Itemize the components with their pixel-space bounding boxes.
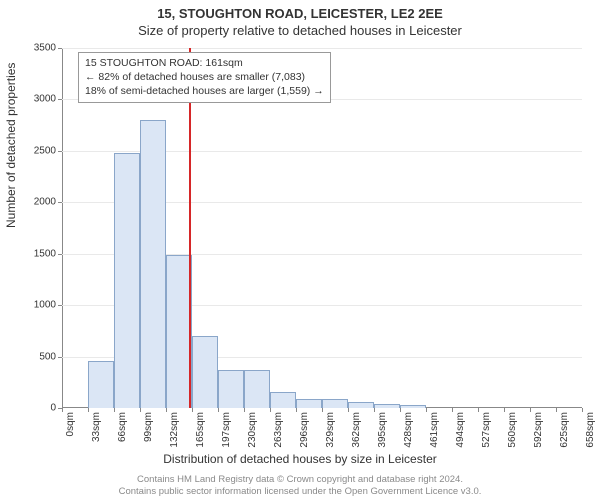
y-tick-label: 2500 — [34, 145, 56, 156]
histogram-bar — [244, 370, 270, 408]
x-tick-mark — [556, 408, 557, 412]
x-tick-mark — [530, 408, 531, 412]
chart-container: 15, STOUGHTON ROAD, LEICESTER, LE2 2EE S… — [0, 0, 600, 500]
histogram-bar — [140, 120, 166, 408]
histogram-bar — [114, 153, 140, 408]
y-tick-label: 1000 — [34, 300, 56, 311]
x-tick-label: 263sqm — [273, 412, 284, 448]
x-tick-mark — [140, 408, 141, 412]
x-tick-label: 428sqm — [403, 412, 414, 448]
x-tick-mark — [504, 408, 505, 412]
histogram-bar — [270, 392, 296, 408]
y-axis-label: Number of detached properties — [4, 63, 18, 228]
x-tick-label: 625sqm — [559, 412, 570, 448]
y-tick-label: 500 — [39, 351, 56, 362]
y-tick-mark — [58, 254, 62, 255]
annotation-box: 15 STOUGHTON ROAD: 161sqm ← 82% of detac… — [78, 52, 331, 103]
x-tick-label: 230sqm — [247, 412, 258, 448]
x-tick-label: 527sqm — [481, 412, 492, 448]
y-tick-mark — [58, 202, 62, 203]
x-tick-mark — [244, 408, 245, 412]
x-tick-mark — [296, 408, 297, 412]
footer-line2: Contains public sector information licen… — [0, 486, 600, 498]
y-axis-line — [62, 48, 63, 408]
y-tick-label: 0 — [50, 403, 56, 414]
x-tick-label: 66sqm — [117, 412, 128, 442]
histogram-bar — [192, 336, 218, 408]
title-main: 15, STOUGHTON ROAD, LEICESTER, LE2 2EE — [0, 0, 600, 21]
x-tick-label: 197sqm — [221, 412, 232, 448]
x-tick-mark — [218, 408, 219, 412]
x-tick-mark — [452, 408, 453, 412]
x-tick-label: 560sqm — [507, 412, 518, 448]
x-tick-label: 329sqm — [325, 412, 336, 448]
histogram-bar — [296, 399, 322, 408]
x-tick-label: 592sqm — [533, 412, 544, 448]
x-tick-label: 165sqm — [195, 412, 206, 448]
y-tick-label: 2000 — [34, 197, 56, 208]
x-tick-mark — [62, 408, 63, 412]
y-tick-mark — [58, 305, 62, 306]
x-tick-label: 362sqm — [351, 412, 362, 448]
x-tick-mark — [400, 408, 401, 412]
y-tick-label: 3000 — [34, 94, 56, 105]
y-tick-mark — [58, 151, 62, 152]
annotation-line2: ← 82% of detached houses are smaller (7,… — [85, 70, 324, 84]
footer-line1: Contains HM Land Registry data © Crown c… — [0, 474, 600, 486]
x-tick-mark — [348, 408, 349, 412]
x-tick-mark — [582, 408, 583, 412]
y-tick-label: 3500 — [34, 43, 56, 54]
x-tick-label: 99sqm — [143, 412, 154, 442]
histogram-bar — [400, 405, 426, 408]
x-tick-mark — [426, 408, 427, 412]
histogram-bar — [374, 404, 400, 408]
plot-area: 05001000150020002500300035000sqm33sqm66s… — [62, 48, 582, 408]
x-tick-label: 395sqm — [377, 412, 388, 448]
y-tick-mark — [58, 99, 62, 100]
x-tick-label: 658sqm — [585, 412, 596, 448]
histogram-bar — [348, 402, 374, 408]
x-tick-label: 494sqm — [455, 412, 466, 448]
y-tick-mark — [58, 48, 62, 49]
annotation-line1: 15 STOUGHTON ROAD: 161sqm — [85, 56, 324, 70]
y-tick-label: 1500 — [34, 248, 56, 259]
x-tick-mark — [114, 408, 115, 412]
x-tick-label: 296sqm — [299, 412, 310, 448]
histogram-bar — [88, 361, 114, 408]
x-tick-mark — [322, 408, 323, 412]
x-tick-label: 33sqm — [91, 412, 102, 442]
x-tick-label: 132sqm — [169, 412, 180, 448]
x-axis-label: Distribution of detached houses by size … — [0, 452, 600, 466]
title-sub: Size of property relative to detached ho… — [0, 21, 600, 38]
annotation-line3: 18% of semi-detached houses are larger (… — [85, 84, 324, 98]
histogram-bar — [218, 370, 244, 408]
x-tick-mark — [166, 408, 167, 412]
x-tick-mark — [374, 408, 375, 412]
x-tick-mark — [192, 408, 193, 412]
x-tick-label: 0sqm — [65, 412, 76, 436]
footer: Contains HM Land Registry data © Crown c… — [0, 474, 600, 498]
x-tick-label: 461sqm — [429, 412, 440, 448]
x-tick-mark — [270, 408, 271, 412]
gridline — [62, 48, 582, 49]
x-tick-mark — [88, 408, 89, 412]
y-tick-mark — [58, 357, 62, 358]
histogram-bar — [322, 399, 348, 408]
x-tick-mark — [478, 408, 479, 412]
